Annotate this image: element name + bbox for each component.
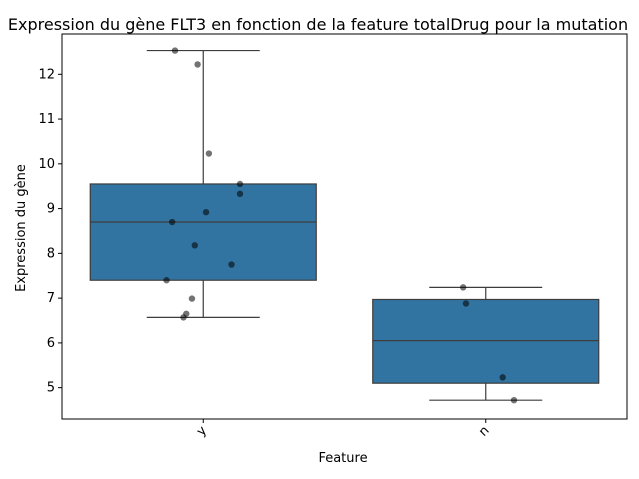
y-tick-label: 9	[47, 202, 55, 217]
data-point	[236, 190, 244, 198]
data-point	[168, 218, 176, 226]
y-axis-label: Expression du gène	[14, 164, 29, 292]
plot-frame	[61, 33, 628, 420]
data-point	[202, 208, 210, 216]
x-axis-label: Feature	[318, 451, 367, 466]
data-point	[171, 47, 179, 54]
data-point	[205, 150, 213, 157]
x-tick-label-y: y	[194, 423, 210, 439]
data-point	[191, 242, 198, 249]
plot-area	[89, 47, 600, 404]
y-tick-label: 11	[38, 112, 55, 127]
data-point	[499, 374, 506, 381]
data-point	[163, 277, 170, 284]
y-tick-label: 7	[47, 291, 55, 306]
data-point	[236, 180, 244, 188]
chart-title: Expression du gène FLT3 en fonction de l…	[8, 15, 628, 34]
box-n	[372, 286, 600, 401]
x-tick-label-n: n	[476, 423, 492, 439]
data-point	[510, 396, 518, 404]
data-point	[462, 300, 470, 307]
y-tick-label: 12	[38, 67, 55, 82]
data-point	[459, 284, 467, 291]
box-iqr	[372, 298, 600, 384]
y-tick-label: 8	[47, 246, 55, 261]
data-point	[228, 261, 235, 268]
data-point	[194, 61, 201, 68]
box-iqr	[89, 183, 317, 281]
data-point	[188, 295, 196, 302]
y-tick-label: 6	[47, 336, 55, 351]
y-tick-label: 5	[47, 381, 55, 396]
data-point	[180, 314, 187, 321]
y-tick-label: 10	[38, 157, 55, 172]
box-y	[89, 49, 317, 318]
